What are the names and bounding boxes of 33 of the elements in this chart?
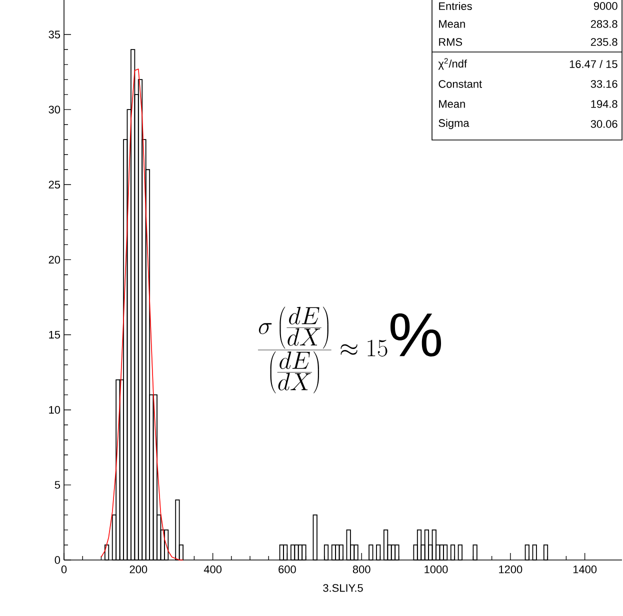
- annotation: 33.16: [590, 80, 618, 88]
- y-tick-label: 0: [54, 556, 60, 564]
- line-series: [100, 68, 184, 560]
- annotation: 30.06: [590, 120, 618, 128]
- x-tick-label: 1400: [573, 566, 597, 574]
- y-tick-label: 10: [49, 406, 60, 414]
- annotation: 16.47 / 15: [570, 60, 618, 68]
- annotation: 235.8: [590, 38, 618, 46]
- annotation: Sigma: [438, 118, 470, 130]
- annotation: Entries: [439, 2, 472, 10]
- x-tick-label: 1200: [499, 566, 522, 574]
- x-tick-label: 800: [352, 566, 370, 574]
- y-tick-label: 15: [49, 330, 60, 339]
- x-tick-label: 0: [61, 566, 67, 574]
- annotation: 283.8: [590, 20, 618, 28]
- y-tick-label: 5: [54, 481, 60, 489]
- annotation: RMS: [439, 38, 462, 46]
- y-tick-label: 30: [48, 106, 60, 114]
- annotation: $\frac{\sigma\left(\frac{dE}{dX}\right)}{\left(\frac{dE}{dX}\right)}\approx 15\%$: [258, 306, 442, 394]
- annotation: 194.8: [591, 100, 618, 108]
- y-tick-label: 25: [48, 180, 60, 189]
- x-tick-label: 200: [130, 566, 148, 574]
- x-axis-title: 3.SLIY.5: [323, 584, 363, 592]
- annotation: Mean: [439, 20, 465, 28]
- annotation: 9000: [594, 2, 618, 10]
- annotation: Mean: [439, 100, 465, 108]
- y-tick-label: 20: [48, 256, 60, 264]
- annotation: Constant: [438, 80, 482, 88]
- x-tick-label: 400: [204, 566, 222, 574]
- x-tick-label: 1000: [424, 566, 448, 574]
- annotation: χ$^{2}$/ndf: [438, 58, 468, 70]
- x-tick-label: 600: [278, 566, 296, 574]
- y-tick-label: 35: [48, 30, 60, 38]
